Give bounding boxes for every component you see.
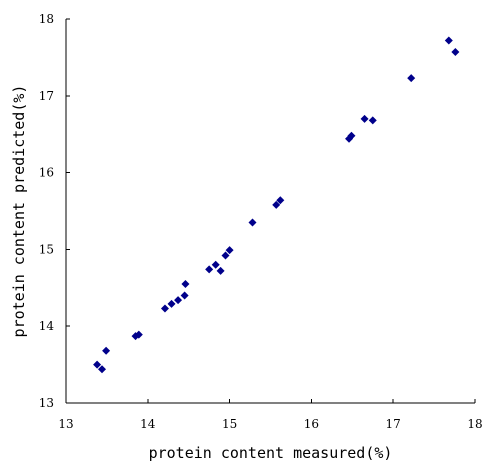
y-tick-label: 14 bbox=[39, 319, 55, 333]
data-point bbox=[102, 346, 111, 355]
y-axis-ticks: 13 14 15 16 17 18 bbox=[39, 12, 70, 410]
data-point bbox=[180, 291, 189, 300]
data-point bbox=[211, 260, 220, 269]
data-point bbox=[221, 251, 230, 260]
data-point bbox=[360, 114, 369, 123]
data-point bbox=[160, 304, 169, 313]
data-point bbox=[174, 296, 183, 305]
y-tick-label: 17 bbox=[39, 89, 54, 103]
data-point bbox=[216, 266, 225, 275]
data-point bbox=[167, 299, 176, 308]
data-point bbox=[347, 131, 356, 140]
x-tick-label: 17 bbox=[386, 417, 401, 431]
data-point bbox=[272, 200, 281, 209]
data-point bbox=[181, 279, 190, 288]
data-point bbox=[134, 330, 143, 339]
y-tick-label: 13 bbox=[39, 396, 54, 410]
y-tick-label: 15 bbox=[39, 242, 54, 256]
x-tick-label: 13 bbox=[58, 417, 73, 431]
x-axis-title: protein content measured(%) bbox=[149, 444, 393, 462]
data-point bbox=[225, 246, 234, 255]
data-point bbox=[451, 48, 460, 57]
data-points bbox=[93, 36, 460, 374]
data-point bbox=[407, 74, 416, 83]
data-point bbox=[276, 196, 285, 205]
x-tick-label: 15 bbox=[222, 417, 237, 431]
axes bbox=[65, 19, 475, 404]
x-tick-label: 18 bbox=[467, 417, 482, 431]
y-tick-label: 18 bbox=[39, 12, 54, 26]
y-tick-label: 16 bbox=[39, 166, 54, 180]
data-point bbox=[248, 218, 257, 227]
y-axis-title: protein content predicted(%) bbox=[10, 85, 28, 338]
data-point bbox=[205, 265, 214, 274]
x-axis-ticks: 13 14 15 16 17 18 bbox=[58, 399, 482, 431]
data-point bbox=[97, 365, 106, 374]
data-point bbox=[368, 116, 377, 125]
x-tick-label: 14 bbox=[140, 417, 156, 431]
data-point bbox=[93, 360, 102, 369]
data-point bbox=[444, 36, 453, 45]
x-tick-label: 16 bbox=[304, 417, 319, 431]
